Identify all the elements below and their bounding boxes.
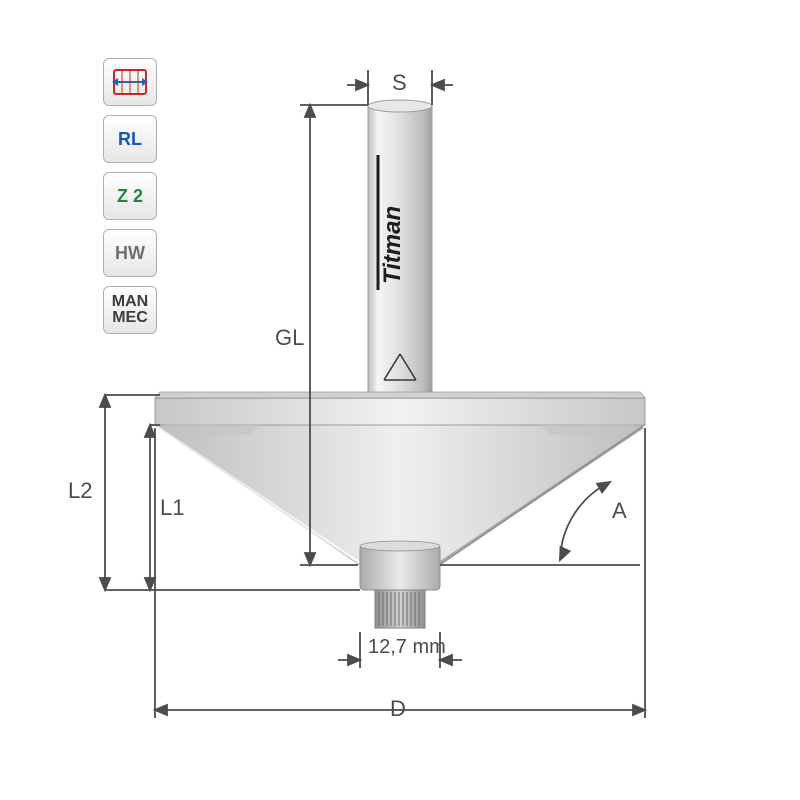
dim-gl-label: GL <box>275 325 304 351</box>
dim-l2-label: L2 <box>68 478 92 504</box>
top-plate <box>155 398 645 425</box>
shank-top <box>368 100 432 112</box>
dim-bearing-label: 12,7 mm <box>368 636 446 659</box>
dim-l1-label: L1 <box>160 495 184 521</box>
brand-logo: Titman <box>379 206 406 284</box>
bearing <box>360 545 440 590</box>
dim-a-label: A <box>612 498 627 524</box>
dim-d-label: D <box>390 696 406 722</box>
router-bit-diagram: Titman <box>0 0 800 800</box>
dim-s-label: S <box>392 70 407 96</box>
plate-top-chamfer <box>155 392 645 398</box>
